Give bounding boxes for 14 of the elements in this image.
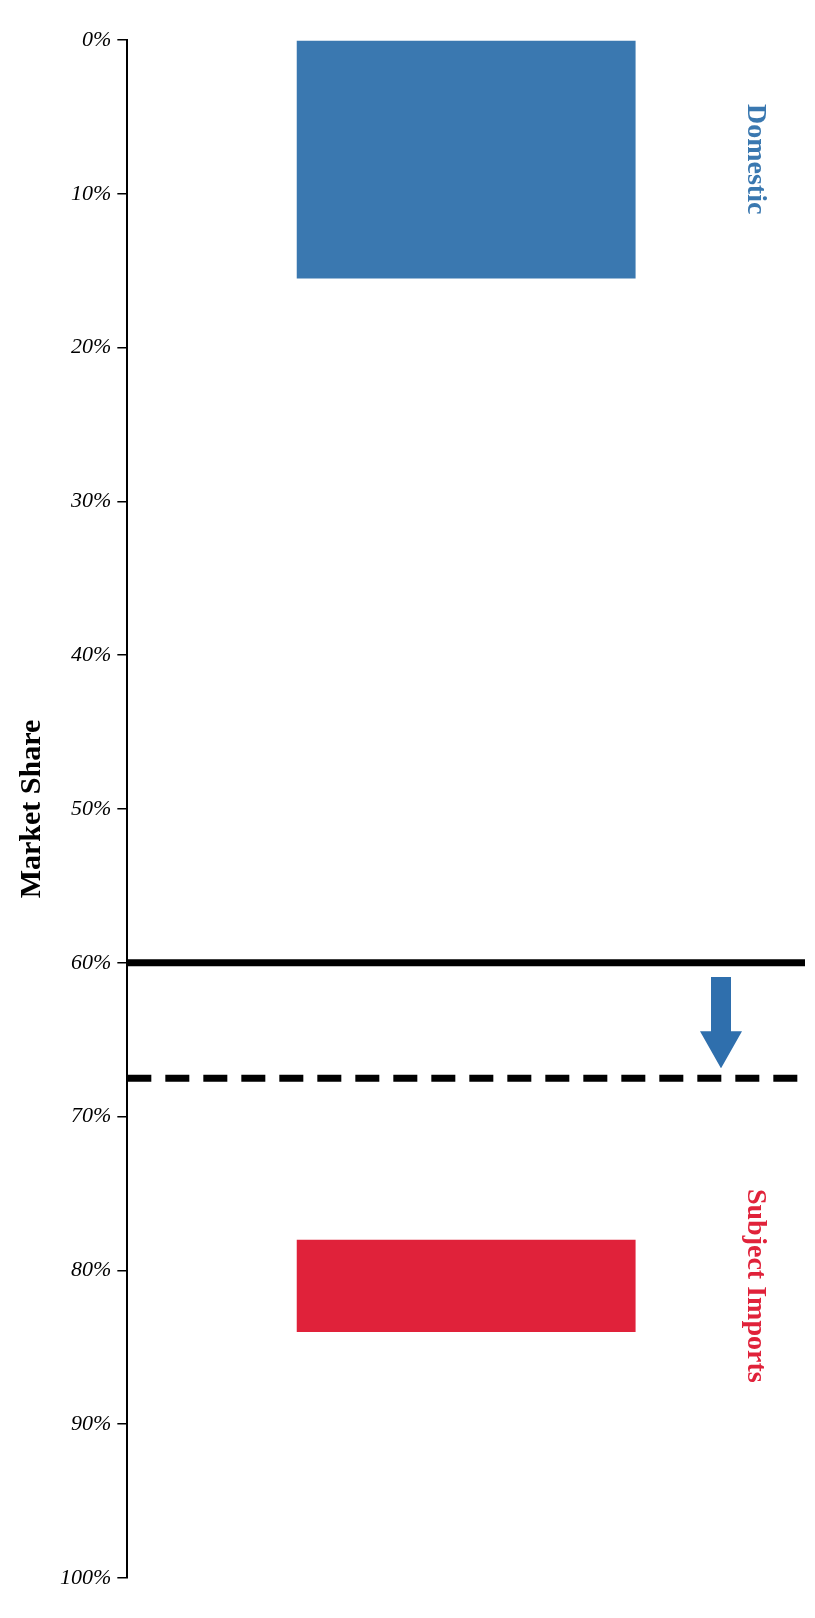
text: Domestic bbox=[741, 103, 773, 215]
y-tick-label: 20% bbox=[71, 333, 112, 359]
y-tick-label: 100% bbox=[60, 1563, 112, 1589]
y-tick-label: 10% bbox=[71, 179, 112, 205]
y-tick-label: 90% bbox=[71, 1409, 112, 1435]
y-tick-label: 40% bbox=[71, 640, 112, 666]
y-tick-label: 30% bbox=[70, 487, 112, 513]
y-tick-label: 80% bbox=[71, 1256, 112, 1282]
y-tick-label: 50% bbox=[71, 794, 112, 820]
y-tick-label: 0% bbox=[82, 25, 112, 51]
y-axis-title: Market Share bbox=[12, 719, 46, 899]
text: Subject Imports bbox=[741, 1188, 773, 1383]
y-tick-label: 60% bbox=[71, 948, 112, 974]
y-tick-label: 70% bbox=[71, 1102, 112, 1128]
